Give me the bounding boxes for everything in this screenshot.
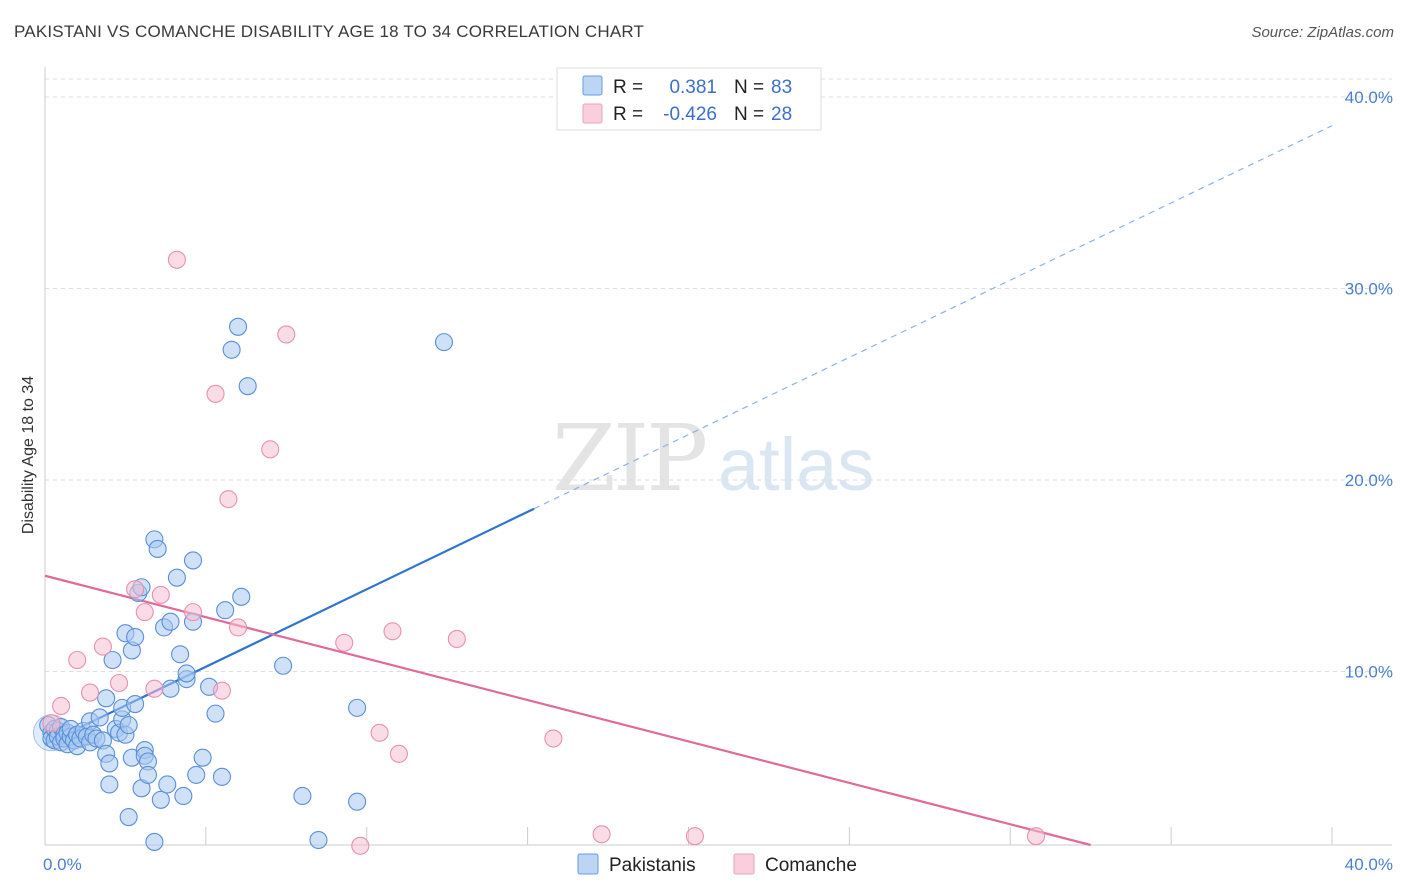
x-tick-label-max: 40.0% [1345,855,1393,874]
legend-n-label-2: N = [734,104,764,125]
comanche-point-25 [592,825,611,844]
comanche-point-8 [145,679,164,698]
comanche-point-4 [93,637,112,656]
comanche-point-17 [277,325,296,344]
comanche-point-5 [109,673,129,693]
comanche-point-14 [219,490,238,509]
comanche-point-9 [151,585,170,604]
pakistanis-point-81 [434,333,454,352]
pakistanis-point-78 [309,830,328,850]
pakistanis-point-50 [138,765,158,784]
pakistanis-point-30 [100,775,119,794]
legend-swatch-comanche [582,103,603,124]
watermark-atlas: atlas [718,423,874,506]
pakistanis-point-80 [348,792,367,811]
pakistanis-point-38 [119,716,138,735]
pakistanis-point-56 [158,775,177,794]
y-tick-label-10: 10.0% [1345,663,1393,682]
y-tick-label-40: 40.0% [1345,88,1393,107]
bottom-legend-pakistanis: Pakistanis [609,855,696,876]
pakistanis-point-58 [161,612,180,631]
legend-r-label-1: R = [613,77,643,98]
pakistanis-point-64 [183,551,203,570]
pakistanis-point-70 [212,767,232,786]
comanche-point-2 [68,650,87,670]
x-tick-label-min: 0.0% [43,855,82,874]
comanche-point-15 [229,618,248,637]
pakistanis-point-52 [145,832,164,851]
bottom-legend: Pakistanis Comanche [577,853,857,876]
legend-r-label-2: R = [613,104,643,125]
pakistanis-point-79 [348,698,367,717]
pakistanis-point-73 [229,317,248,336]
comanche-point-23 [447,629,466,648]
comanche-trend-line [44,574,1091,847]
comanche-point-11 [183,603,203,622]
comanche-point-22 [389,744,408,763]
comanche-point-20 [370,723,389,742]
comanche-point-3 [80,683,100,702]
grid [45,78,1392,672]
chart-title: PAKISTANI VS COMANCHE DISABILITY AGE 18 … [14,22,645,41]
legend-n-value-1: 83 [771,77,792,98]
legend-swatch-pakistanis [582,75,603,96]
pakistanis-point-59 [167,568,186,587]
comanche-point-26 [685,827,704,846]
bottom-legend-swatch-comanche [733,853,755,875]
legend: R = 0.381 N = 83 R = -0.426 N = 28 [556,67,822,131]
pakistanis-point-25 [90,708,109,727]
pakistanis-point-75 [238,377,257,396]
y-tick-label-30: 30.0% [1345,280,1393,299]
legend-n-value-2: 28 [771,104,792,125]
pakistanis-point-74 [232,587,251,606]
data-points [32,250,1046,855]
y-tick-label-20: 20.0% [1345,471,1393,490]
pakistanis-point-67 [193,748,212,767]
legend-r-value-2: -0.426 [663,104,717,125]
pakistanis-point-60 [171,645,190,664]
comanche-point-10 [167,250,186,269]
pakistanis-point-72 [222,340,241,359]
comanche-point-19 [351,836,370,855]
pakistanis-point-77 [293,786,312,806]
comanche-point-27 [1026,827,1046,846]
comanche-point-13 [212,681,232,700]
pakistanis-point-39 [119,807,138,827]
pakistanis-point-42 [126,695,145,714]
pakistanis-point-53 [148,539,167,558]
comanche-point-6 [126,580,145,599]
pakistanis-point-28 [97,689,116,708]
tick-labels: 10.0% 20.0% 30.0% 40.0% 0.0% 40.0% [43,88,1393,874]
pakistanis-point-69 [206,704,225,723]
watermark-zip: ZIP [552,405,705,512]
pakistanis-point-71 [216,601,235,620]
comanche-point-1 [52,696,71,716]
comanche-point-16 [261,440,280,459]
pakistanis-point-63 [177,664,196,683]
bottom-legend-swatch-pakistanis [577,853,599,875]
comanche-point-0 [42,714,61,733]
comanche-point-21 [383,622,402,641]
pakistanis-point-66 [187,765,206,784]
comanche-point-12 [206,384,225,403]
comanche-point-18 [335,633,354,652]
pakistanis-point-29 [100,754,119,773]
legend-n-label-1: N = [734,77,764,98]
pakistanis-point-57 [161,679,180,698]
y-axis-label: Disability Age 18 to 34 [20,376,37,534]
pakistanis-trend-projection [533,125,1333,510]
pakistanis-point-76 [274,656,293,675]
source-label: Source: ZipAtlas.com [1251,24,1394,41]
comanche-point-24 [544,729,563,748]
pakistanis-point-61 [174,786,193,806]
comanche-point-7 [135,603,154,622]
legend-r-value-1: 0.381 [669,77,717,98]
pakistanis-point-43 [126,627,145,647]
pakistanis-point-31 [103,650,122,670]
pakistanis-point-54 [151,790,170,809]
bottom-legend-comanche: Comanche [765,855,857,876]
